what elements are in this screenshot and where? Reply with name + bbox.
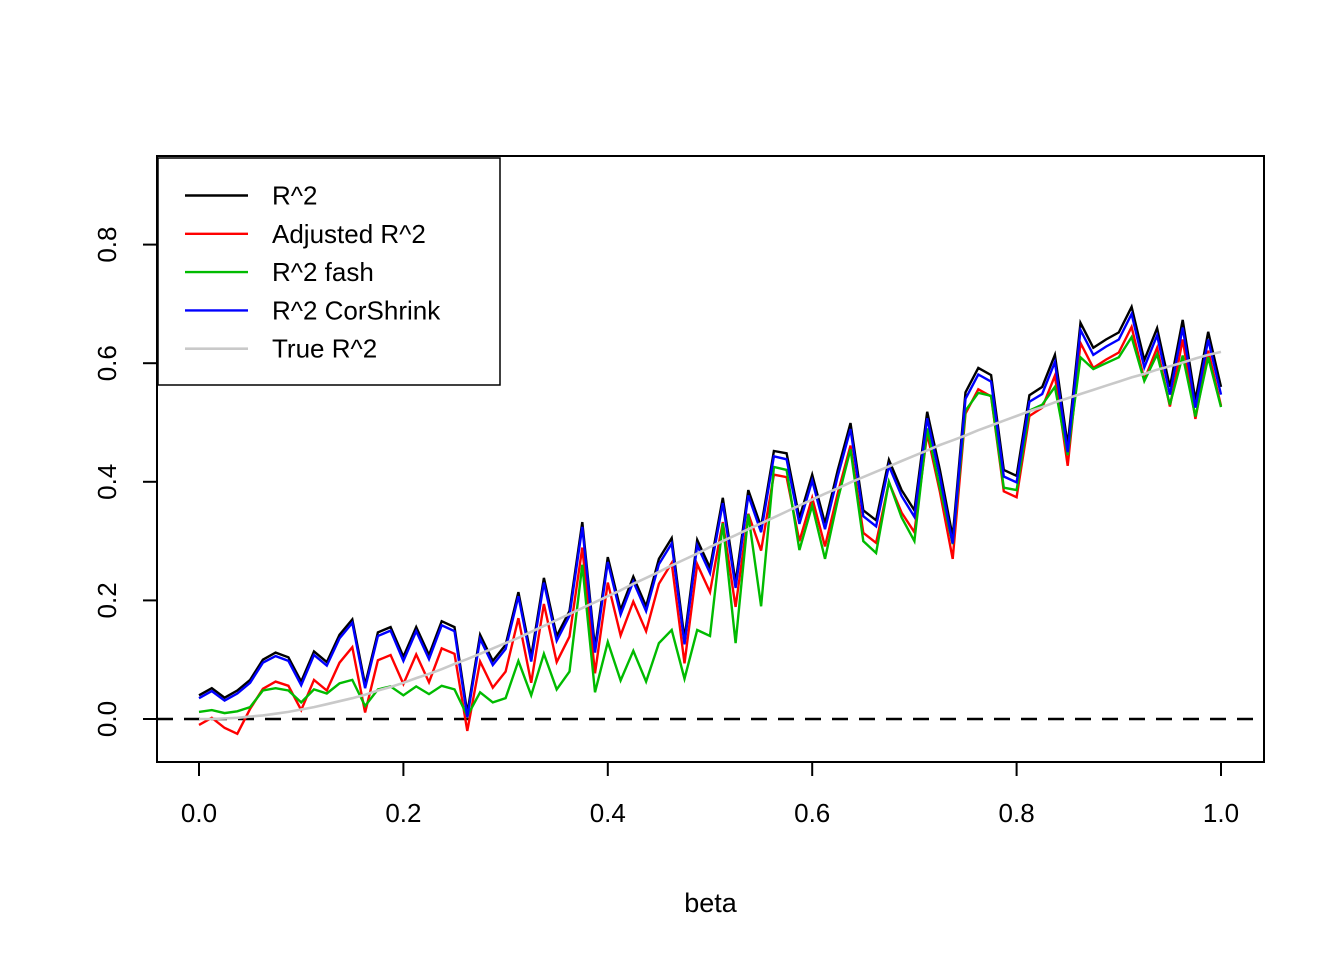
x-axis-tick-label: 0.4	[590, 798, 626, 828]
y-axis-tick-label: 0.2	[92, 582, 122, 618]
x-axis-title: beta	[684, 888, 738, 918]
legend-label-true-r-2: True R^2	[272, 334, 377, 364]
legend-label-r-2: R^2	[272, 181, 317, 211]
legend-label-r-2-corshrink: R^2 CorShrink	[272, 295, 441, 325]
y-axis-tick-label: 0.4	[92, 464, 122, 500]
series-line-adjusted-r-2	[198, 323, 1223, 736]
x-axis-tick-label: 0.6	[794, 798, 830, 828]
series-line-r-2-fash	[198, 334, 1223, 719]
y-axis-tick-label: 0.6	[92, 345, 122, 381]
y-axis-tick-label: 0.8	[92, 227, 122, 263]
x-axis-tick-label: 1.0	[1203, 798, 1239, 828]
series-line-r-2-corshrink	[198, 310, 1223, 718]
legend-label-adjusted-r-2: Adjusted R^2	[272, 219, 426, 249]
y-axis-tick-label: 0.0	[92, 701, 122, 737]
series-line-true-r-2	[199, 350, 1222, 721]
plot-border	[156, 155, 1265, 763]
x-axis-tick-label: 0.8	[999, 798, 1035, 828]
x-axis-tick-label: 0.0	[181, 798, 217, 828]
x-axis-tick-label: 0.2	[385, 798, 421, 828]
legend-label-r-2-fash: R^2 fash	[272, 257, 374, 287]
